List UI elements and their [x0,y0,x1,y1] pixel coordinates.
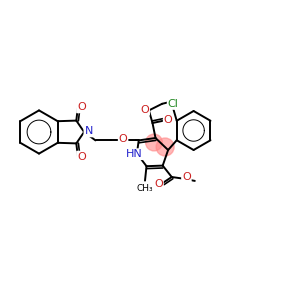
Text: O: O [164,115,172,125]
Circle shape [156,138,174,156]
Text: O: O [77,152,86,162]
Text: CH₃: CH₃ [137,184,153,193]
Text: HN: HN [126,149,143,159]
Text: N: N [84,126,93,136]
Text: O: O [119,134,128,145]
Circle shape [146,134,162,151]
Text: O: O [154,179,163,189]
Text: O: O [182,172,191,182]
Text: O: O [77,102,86,112]
Text: Cl: Cl [168,99,178,109]
Text: O: O [140,105,149,115]
